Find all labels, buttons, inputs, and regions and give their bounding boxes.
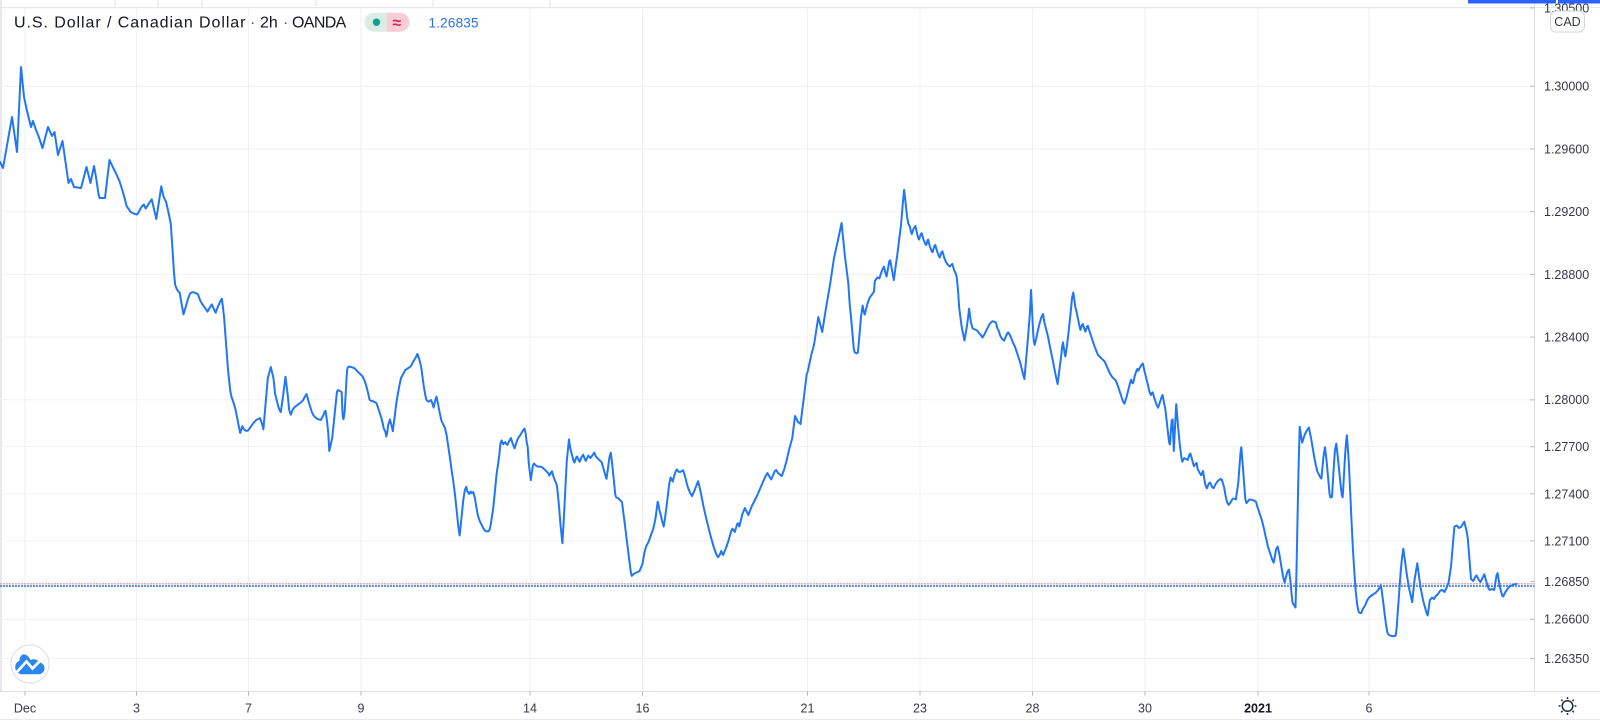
svg-text:1.29600: 1.29600 — [1544, 142, 1589, 156]
svg-text:·: · — [283, 15, 288, 32]
svg-text:1.28800: 1.28800 — [1544, 268, 1589, 282]
svg-text:14: 14 — [523, 702, 537, 716]
svg-text:1.30000: 1.30000 — [1544, 80, 1589, 94]
svg-text:9: 9 — [358, 702, 365, 716]
svg-text:CAD: CAD — [1554, 15, 1580, 29]
svg-text:1.28400: 1.28400 — [1544, 331, 1589, 345]
svg-text:1.29200: 1.29200 — [1544, 205, 1589, 219]
svg-text:21: 21 — [801, 702, 815, 716]
svg-text:30: 30 — [1138, 702, 1152, 716]
svg-text:1.26350: 1.26350 — [1544, 652, 1589, 666]
svg-text:1.28000: 1.28000 — [1544, 393, 1589, 407]
svg-text:·: · — [250, 15, 255, 32]
svg-text:≈: ≈ — [392, 15, 401, 32]
svg-text:16: 16 — [636, 702, 650, 716]
svg-text:1.26850: 1.26850 — [1544, 575, 1589, 589]
svg-text:1.27700: 1.27700 — [1544, 440, 1589, 454]
svg-text:1.26835: 1.26835 — [429, 16, 479, 31]
svg-text:23: 23 — [913, 702, 927, 716]
svg-text:28: 28 — [1026, 702, 1040, 716]
svg-text:1.26600: 1.26600 — [1544, 613, 1589, 627]
svg-text:1.27400: 1.27400 — [1544, 487, 1589, 501]
svg-text:6: 6 — [1366, 702, 1373, 716]
svg-text:OANDA: OANDA — [292, 15, 347, 32]
svg-text:2h: 2h — [260, 15, 278, 32]
svg-text:7: 7 — [245, 702, 252, 716]
svg-text:1.27100: 1.27100 — [1544, 534, 1589, 548]
svg-text:2021: 2021 — [1244, 702, 1272, 716]
svg-text:Dec: Dec — [14, 702, 36, 716]
svg-text:3: 3 — [133, 702, 140, 716]
svg-text:U.S. Dollar / Canadian Dollar: U.S. Dollar / Canadian Dollar — [14, 15, 246, 32]
